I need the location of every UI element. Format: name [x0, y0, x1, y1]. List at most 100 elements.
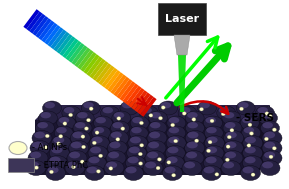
Ellipse shape [111, 132, 122, 138]
Ellipse shape [87, 167, 98, 173]
Ellipse shape [30, 140, 50, 156]
Polygon shape [29, 14, 46, 34]
Ellipse shape [225, 152, 236, 158]
Polygon shape [35, 120, 255, 175]
Polygon shape [95, 63, 112, 83]
Ellipse shape [185, 140, 205, 156]
Ellipse shape [95, 131, 99, 134]
Ellipse shape [187, 112, 198, 118]
Ellipse shape [169, 127, 179, 133]
Ellipse shape [138, 152, 142, 156]
Ellipse shape [262, 140, 282, 156]
Ellipse shape [126, 167, 137, 173]
Ellipse shape [255, 106, 275, 120]
Ellipse shape [245, 137, 256, 143]
FancyBboxPatch shape [8, 158, 34, 172]
Ellipse shape [147, 152, 158, 158]
Ellipse shape [223, 150, 243, 166]
Ellipse shape [38, 122, 48, 128]
Ellipse shape [59, 117, 69, 123]
Polygon shape [125, 86, 142, 105]
Polygon shape [62, 38, 79, 58]
Ellipse shape [92, 137, 103, 143]
Ellipse shape [164, 156, 184, 170]
Ellipse shape [204, 146, 224, 160]
Ellipse shape [56, 127, 67, 133]
Ellipse shape [247, 144, 251, 147]
Ellipse shape [81, 145, 86, 149]
Ellipse shape [112, 111, 131, 125]
Ellipse shape [208, 140, 212, 144]
Ellipse shape [161, 106, 165, 109]
Ellipse shape [146, 140, 166, 156]
Ellipse shape [69, 140, 89, 156]
Ellipse shape [92, 126, 111, 140]
Ellipse shape [73, 121, 92, 135]
Ellipse shape [129, 126, 148, 140]
Polygon shape [47, 27, 64, 47]
Ellipse shape [199, 108, 203, 111]
Ellipse shape [97, 170, 101, 173]
Ellipse shape [69, 113, 73, 117]
Ellipse shape [139, 162, 142, 165]
Ellipse shape [81, 101, 100, 115]
Ellipse shape [67, 162, 78, 168]
Polygon shape [74, 47, 90, 67]
Ellipse shape [128, 157, 139, 163]
Polygon shape [123, 84, 139, 103]
Ellipse shape [257, 107, 268, 113]
Ellipse shape [57, 116, 76, 130]
Ellipse shape [167, 126, 186, 140]
Ellipse shape [114, 112, 124, 118]
Ellipse shape [182, 160, 202, 176]
Ellipse shape [121, 127, 125, 130]
Ellipse shape [108, 152, 119, 158]
Ellipse shape [238, 102, 249, 108]
Ellipse shape [106, 150, 126, 166]
Ellipse shape [262, 130, 282, 146]
Ellipse shape [50, 157, 61, 163]
Ellipse shape [30, 152, 41, 158]
Ellipse shape [86, 156, 107, 170]
Ellipse shape [206, 147, 217, 153]
Ellipse shape [268, 115, 272, 118]
Polygon shape [50, 29, 66, 49]
Ellipse shape [32, 142, 43, 148]
Ellipse shape [262, 162, 273, 168]
Ellipse shape [264, 137, 268, 141]
Ellipse shape [171, 123, 175, 127]
Polygon shape [134, 92, 151, 112]
Polygon shape [255, 105, 270, 175]
Polygon shape [110, 74, 127, 94]
Ellipse shape [32, 130, 52, 146]
Ellipse shape [260, 121, 279, 135]
Polygon shape [92, 61, 109, 81]
Ellipse shape [166, 136, 186, 150]
Ellipse shape [172, 174, 176, 177]
Ellipse shape [168, 137, 179, 143]
Ellipse shape [169, 117, 179, 123]
Ellipse shape [226, 132, 237, 138]
Ellipse shape [249, 132, 253, 135]
Ellipse shape [83, 102, 94, 108]
Ellipse shape [197, 101, 216, 115]
Ellipse shape [188, 132, 199, 138]
Polygon shape [53, 32, 70, 52]
Ellipse shape [201, 166, 221, 180]
Ellipse shape [103, 107, 113, 113]
Ellipse shape [110, 142, 121, 148]
Ellipse shape [106, 162, 117, 168]
Ellipse shape [240, 166, 260, 180]
Polygon shape [65, 41, 81, 60]
Ellipse shape [205, 157, 216, 163]
Ellipse shape [109, 130, 129, 146]
Polygon shape [32, 16, 49, 36]
Ellipse shape [67, 150, 87, 166]
Ellipse shape [64, 107, 74, 113]
Ellipse shape [49, 146, 69, 160]
Ellipse shape [242, 126, 261, 140]
Ellipse shape [44, 146, 48, 149]
Ellipse shape [224, 112, 234, 118]
Ellipse shape [245, 147, 256, 153]
Ellipse shape [272, 146, 276, 150]
